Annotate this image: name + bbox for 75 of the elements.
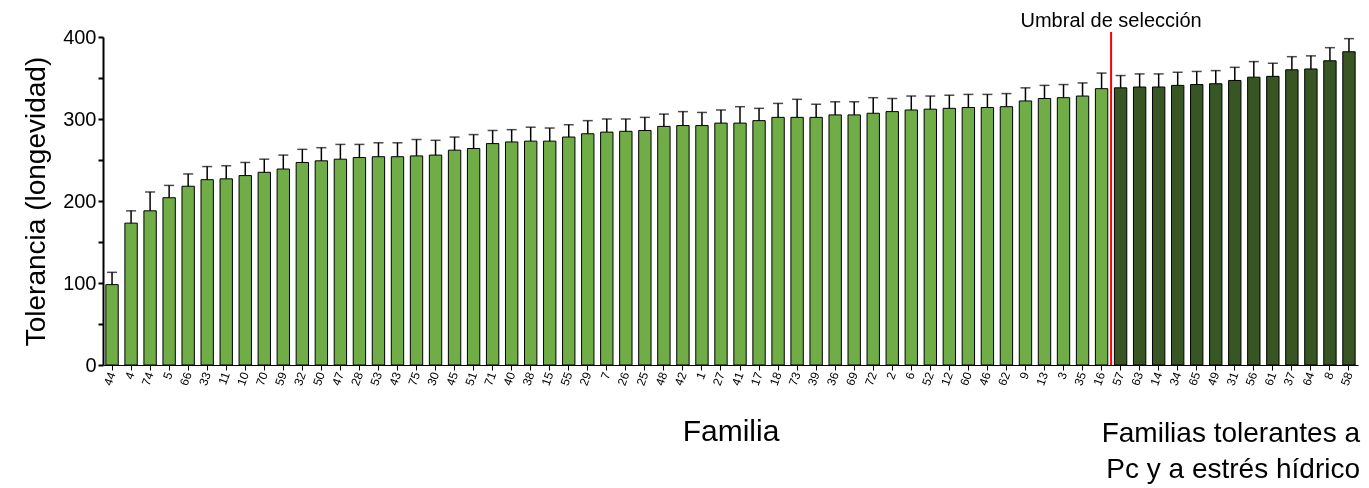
x-tick-label: 59 [272,369,290,388]
x-tick-label: 58 [1337,369,1356,388]
x-tick-label: 39 [804,369,823,388]
x-axis-title: Familia [682,414,780,448]
x-tick-label: 9 [1016,369,1033,382]
x-tick-label: 6 [902,369,918,382]
x-tick-label: 62 [995,369,1014,388]
x-tick-label: 17 [747,369,766,388]
y-tick-label: 400 [63,25,97,48]
text: Familias tolerantes a Pc y a estrés hídrico [1101,417,1361,484]
x-tick-label: 44 [100,369,119,388]
x-tick-label: 47 [329,369,348,388]
x-tick-label: 71 [481,369,500,388]
x-tick-label: 15 [538,369,557,388]
ref-line-label: Umbral de selección [1020,9,1202,31]
x-tick-label: 61 [1261,369,1280,388]
x-tick-label: 49 [1204,369,1223,388]
x-tick-label: 48 [652,369,671,388]
x-tick-label: 69 [843,369,861,388]
x-tick-label: 75 [405,369,424,388]
x-tick-label: 45 [443,369,462,388]
x-tick-label: 26 [614,369,633,388]
x-tick-label: 11 [215,369,233,387]
x-tick-label: 64 [1299,369,1318,388]
x-tick-label: 37 [1280,369,1299,388]
x-tick-label: 41 [728,369,747,388]
x-tick-label: 72 [862,369,880,388]
y-tick-label: 0 [85,353,97,376]
x-tick-label: 60 [957,369,976,388]
x-tick-label: 40 [500,369,519,388]
x-tick-label: 8 [1321,369,1337,382]
x-tick-label: 27 [709,369,728,388]
x-tick-label: 4 [122,369,138,382]
x-tick-label: 51 [462,369,481,388]
x-tick-label: 66 [177,369,195,388]
x-tick-label: 2 [883,369,899,382]
x-tick-label: 28 [348,369,367,388]
y-tick-label: 300 [63,107,97,130]
x-tick-label: 32 [291,369,310,388]
x-tick-label: 34 [1166,369,1185,388]
x-tick-label: 30 [424,369,443,388]
y-tick-label: 100 [63,271,97,294]
x-tick-label: 16 [1090,369,1109,388]
x-tick-label: 70 [253,369,271,388]
x-tick-label: 57 [1109,369,1128,388]
x-tick-label: 12 [938,369,957,388]
x-tick-label: 14 [1147,369,1166,388]
x-tick-label: 31 [1223,369,1242,388]
x-tick-label: 18 [766,369,785,388]
x-tick-label: 46 [976,369,995,388]
x-tick-label: 55 [557,369,576,388]
x-tick-label: 35 [1071,369,1090,388]
x-tick-label: 33 [196,369,214,388]
x-tick-label: 53 [367,369,386,388]
x-tick-label: 73 [785,369,804,388]
x-tick-label: 7 [597,369,614,382]
x-tick-label: 50 [310,369,329,388]
x-tick-label: 25 [633,369,652,388]
x-tick-label: 56 [1242,369,1261,388]
y-tick-label: 200 [63,189,97,212]
x-tick-label: 42 [671,369,690,388]
x-tick-label: 36 [824,369,842,388]
x-tick-label: 3 [1054,369,1071,382]
x-tick-label: 1 [693,369,709,382]
x-tick-label: 74 [138,369,157,388]
x-tick-label: 63 [1128,369,1147,388]
y-axis-title: Tolerancia (longevidad) [20,56,52,347]
x-tick-label: 29 [576,369,595,388]
x-tick-label: 52 [919,369,937,388]
x-tick-label: 43 [386,369,405,388]
x-tick-label: 65 [1185,369,1204,388]
x-tick-label: 13 [1033,369,1052,388]
x-tick-label: 10 [234,369,252,388]
x-tick-label: 38 [519,369,538,388]
x-tick-label: 5 [160,369,176,382]
